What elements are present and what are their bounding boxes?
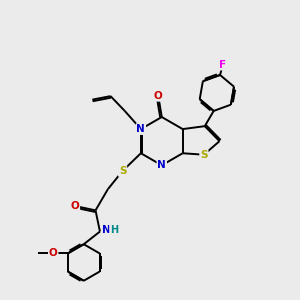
Text: N: N [102,225,111,235]
Text: F: F [219,60,226,70]
Text: N: N [158,160,166,170]
Text: O: O [49,248,58,258]
Text: O: O [70,201,79,211]
Text: O: O [154,91,163,101]
Text: H: H [110,225,118,235]
Text: S: S [119,166,126,176]
Text: N: N [136,124,145,134]
Text: S: S [200,150,208,160]
